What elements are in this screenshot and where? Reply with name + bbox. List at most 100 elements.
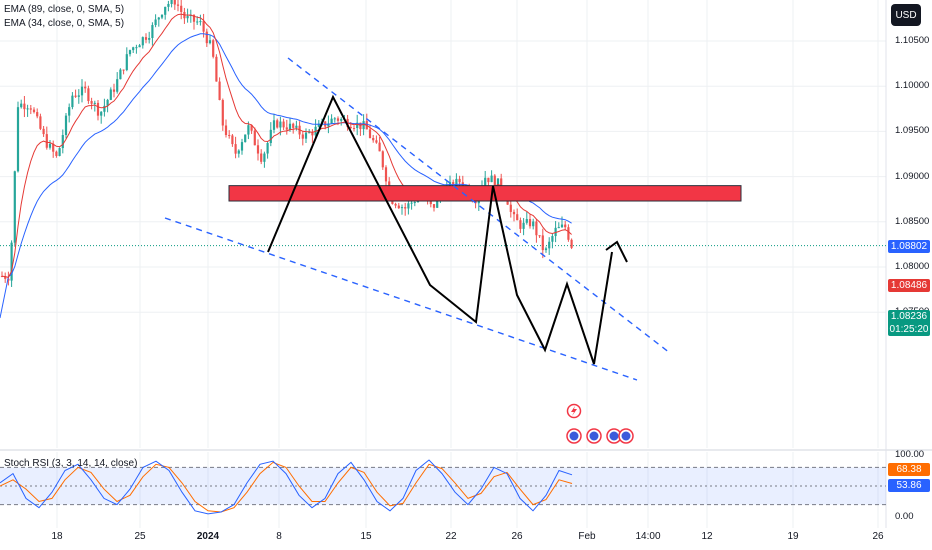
candle-body	[509, 204, 512, 212]
candle-body	[295, 125, 298, 128]
stoch-axis-label: 100.00	[895, 449, 925, 460]
candle-body	[317, 123, 320, 127]
candle-body	[122, 69, 125, 71]
candle-body	[388, 181, 391, 189]
candle-body	[192, 14, 196, 22]
stoch-d-tag: 53.86	[888, 479, 930, 492]
candle-body	[202, 21, 205, 32]
candle-body	[333, 118, 336, 120]
candle-body	[7, 278, 10, 281]
candle-body	[234, 144, 237, 154]
candle-body	[541, 235, 544, 251]
wedge-lower-trendline	[164, 217, 638, 381]
time-axis-label: 26	[511, 531, 523, 542]
candle-body	[496, 178, 500, 187]
candle-body	[381, 151, 384, 168]
candle-body	[308, 132, 311, 134]
price-axis-label: 1.08000	[895, 261, 930, 272]
stoch-rsi-label[interactable]: Stoch RSI (3, 3, 14, 14, close)	[4, 458, 138, 469]
ema-89-label[interactable]: EMA (89, close, 0, SMA, 5)	[4, 4, 125, 15]
eu-flag-icon	[589, 431, 599, 441]
candle-body	[368, 129, 372, 138]
time-axis-label: 22	[445, 531, 457, 542]
candle-body	[327, 123, 330, 127]
candle-body	[330, 118, 333, 124]
candle-body	[96, 102, 100, 116]
time-axis-label: 19	[787, 531, 799, 542]
candle-body	[544, 248, 548, 251]
candle-body	[567, 227, 570, 240]
projection-arrowhead	[605, 240, 628, 263]
candle-body	[356, 122, 359, 129]
candle-body	[525, 219, 528, 223]
candle-body	[84, 86, 87, 89]
candle-body	[164, 6, 167, 15]
candle-body	[410, 202, 413, 204]
candle-body	[247, 125, 250, 135]
candle-body	[554, 227, 557, 237]
candle-body	[301, 134, 304, 139]
lightning-icon	[571, 406, 577, 416]
candle-body	[80, 86, 84, 96]
candle-body	[522, 222, 525, 229]
candle-body	[384, 167, 388, 182]
candle-body	[538, 235, 541, 237]
wedge-upper-trendline	[287, 57, 671, 354]
candle-body	[4, 276, 7, 279]
time-axis-label: 8	[276, 531, 282, 542]
candle-body	[215, 56, 218, 82]
candle-body	[352, 127, 356, 129]
price-axis-label: 1.10500	[895, 35, 930, 46]
candle-body	[500, 178, 503, 190]
candle-body	[39, 116, 42, 129]
current-price-tag: 1.08236 01:25:20	[888, 310, 930, 336]
time-axis-label: Feb	[578, 531, 596, 542]
candle-body	[269, 129, 272, 144]
candle-body	[282, 121, 285, 128]
candle-body	[208, 40, 212, 44]
stoch-band	[0, 467, 886, 505]
candle-body	[132, 47, 135, 51]
candle-body	[564, 224, 567, 228]
stoch-axis-label: 0.00	[895, 511, 914, 522]
candle-body	[279, 121, 282, 128]
candle-body	[407, 203, 410, 209]
candle-body	[516, 214, 519, 221]
candle-body	[173, 0, 176, 5]
candle-body	[36, 112, 39, 117]
candle-body	[64, 115, 68, 136]
candle-body	[551, 236, 554, 242]
candle-body	[570, 239, 573, 248]
candle-body	[109, 89, 112, 100]
candle-body	[205, 31, 208, 44]
projection-zigzag	[267, 94, 613, 365]
candle-body	[212, 40, 215, 57]
stoch-k-tag: 68.38	[888, 463, 930, 476]
time-axis-label: 14:00	[635, 531, 661, 542]
candle-body	[196, 21, 199, 23]
candle-body	[170, 0, 173, 4]
price-axis-label: 1.09500	[895, 125, 930, 137]
candle-body	[128, 50, 132, 55]
candle-body	[125, 54, 128, 71]
currency-button[interactable]: USD	[891, 4, 921, 26]
candle-body	[535, 221, 538, 236]
candle-body	[23, 103, 26, 110]
candle-body	[151, 25, 154, 39]
candle-body	[253, 130, 256, 146]
eu-flag-icon	[621, 431, 631, 441]
candle-body	[13, 171, 16, 243]
candle-body	[103, 105, 106, 112]
candle-body	[144, 37, 148, 40]
ema-34-label[interactable]: EMA (34, close, 0, SMA, 5)	[4, 18, 125, 29]
candle-body	[432, 204, 436, 208]
candle-body	[292, 123, 295, 128]
candle-body	[160, 14, 164, 18]
candle-body	[221, 100, 224, 126]
candle-body	[20, 103, 23, 108]
candle-body	[528, 219, 532, 227]
candle-body	[42, 128, 45, 135]
candle-body	[250, 125, 253, 131]
